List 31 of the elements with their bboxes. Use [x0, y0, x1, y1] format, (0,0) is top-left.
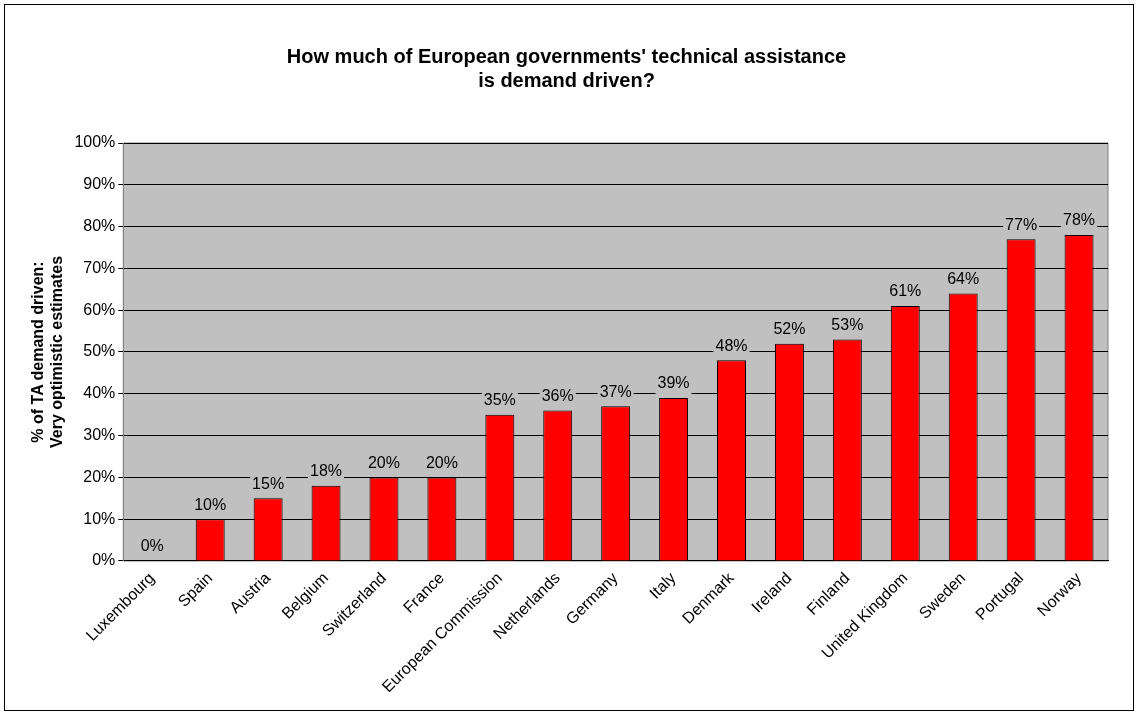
data-label: 37%: [599, 382, 632, 400]
data-label: 78%: [1063, 211, 1096, 229]
y-tick-label: 30%: [83, 425, 116, 443]
data-label: 15%: [252, 474, 285, 492]
data-label: 20%: [425, 453, 458, 471]
y-tick-label: 0%: [92, 551, 116, 569]
y-tick-label: 20%: [83, 467, 116, 485]
data-label: 10%: [194, 495, 227, 513]
data-label: 36%: [541, 386, 574, 404]
data-label: 18%: [310, 462, 343, 480]
data-label: 77%: [1005, 215, 1038, 233]
data-label: 53%: [831, 315, 864, 333]
chart-title: How much of European governments' technical assistance is demand driven?: [286, 44, 847, 91]
y-tick-label: 40%: [83, 384, 116, 402]
data-label: 61%: [889, 282, 922, 300]
y-tick-label: 90%: [83, 175, 116, 193]
data-label: 48%: [715, 336, 748, 354]
data-label: 20%: [367, 453, 400, 471]
data-label: 39%: [657, 374, 690, 392]
data-label: 52%: [773, 320, 806, 338]
y-tick-label: 10%: [83, 509, 116, 527]
y-tick-label: 100%: [74, 133, 116, 151]
data-label: 35%: [483, 391, 516, 409]
data-label: 64%: [947, 269, 980, 287]
x-tick-label: Italy: [646, 568, 679, 602]
y-tick-label: 70%: [83, 258, 116, 276]
y-tick-label: 50%: [83, 342, 116, 360]
y-axis-title: % of TA demand driven: Very optimistic estimates: [29, 255, 66, 449]
y-tick-label: 80%: [83, 217, 116, 234]
data-label: 0%: [140, 537, 164, 555]
y-tick-label: 60%: [83, 300, 116, 318]
